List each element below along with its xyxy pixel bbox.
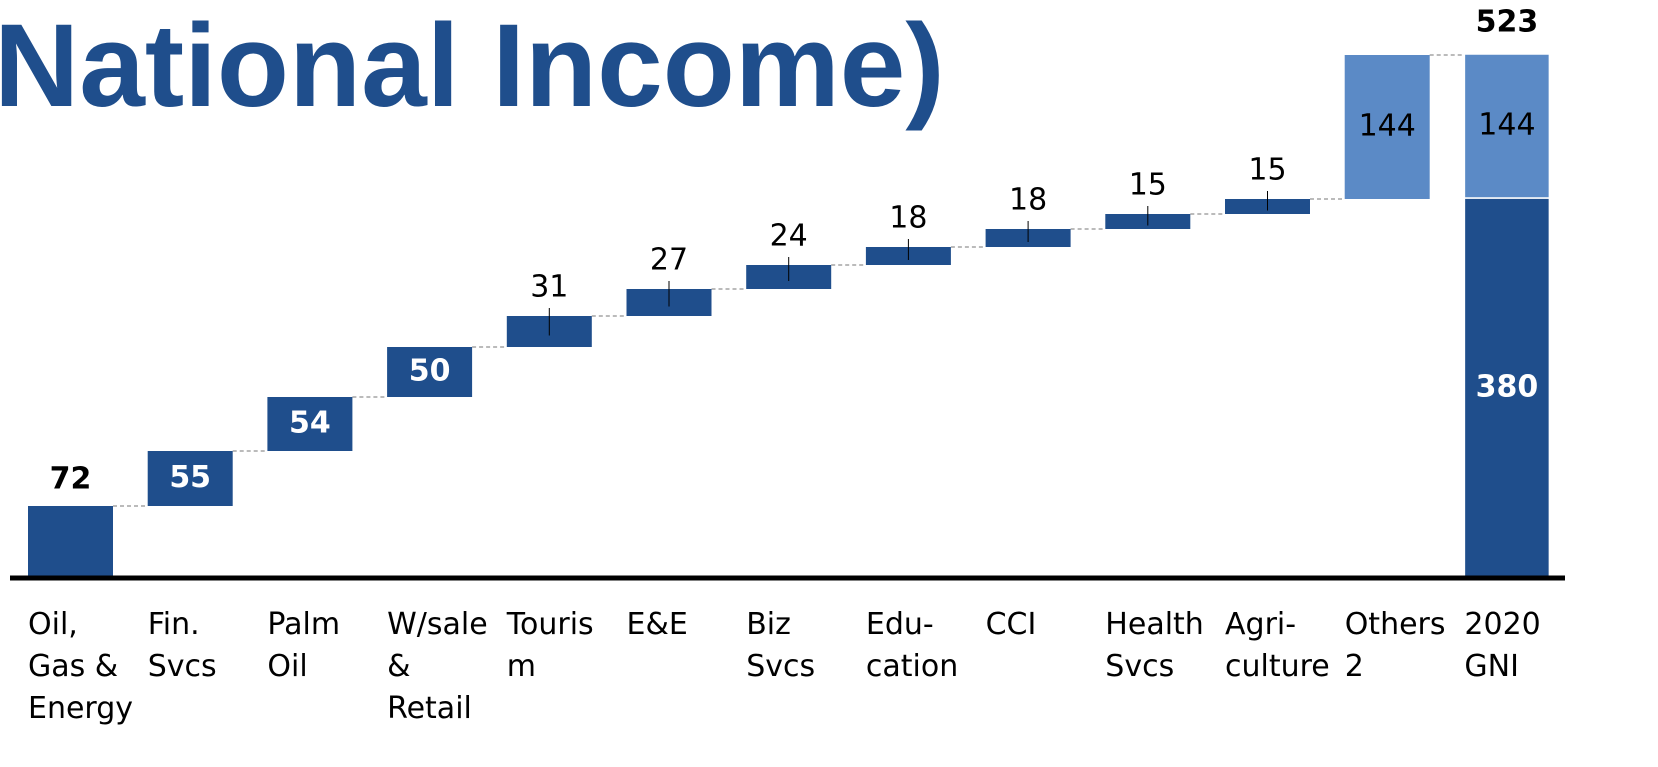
x-tick-label: W/sale & Retail	[387, 607, 488, 726]
bar	[387, 347, 473, 397]
data-label: 50	[409, 354, 451, 389]
data-label: 18	[1009, 183, 1047, 218]
x-tick-label: Agri-culture	[1225, 607, 1330, 684]
data-label: 15	[1248, 153, 1286, 188]
bar	[147, 451, 233, 506]
data-label: 24	[770, 219, 808, 254]
chart-title: National Income)	[0, 0, 945, 132]
x-tick-label: CCI	[985, 607, 1037, 642]
bar	[1344, 55, 1430, 199]
x-tick-label: Tourism	[506, 607, 594, 684]
x-tick-label: Fin. Svcs	[147, 607, 217, 684]
data-label: 55	[169, 460, 211, 495]
total-label: 523	[1476, 5, 1539, 40]
data-label: 380	[1476, 370, 1539, 405]
x-tick-label: Palm Oil	[267, 607, 341, 684]
data-label: 15	[1129, 168, 1167, 203]
x-tick-label: Edu-cation	[865, 607, 959, 684]
data-label: 31	[530, 270, 568, 305]
data-label: 72	[50, 462, 92, 497]
data-label: 144	[1478, 108, 1535, 143]
bar	[28, 506, 113, 578]
x-tick-label: 2020 GNI	[1464, 607, 1541, 684]
data-label: 18	[889, 201, 927, 236]
data-label: 144	[1359, 109, 1416, 144]
x-tick-label: Biz Svcs	[746, 607, 816, 684]
bar	[267, 397, 353, 451]
data-label: 27	[650, 243, 688, 278]
x-tick-label: Oil, Gas & Energy	[28, 607, 134, 726]
total-segment	[1463, 197, 1551, 579]
x-tick-label: Others 2	[1344, 607, 1446, 684]
x-tick-label: Health Svcs	[1105, 607, 1204, 684]
data-label: 54	[289, 406, 331, 441]
x-tick-label: E&E	[626, 607, 688, 642]
total-segment	[1463, 53, 1551, 199]
